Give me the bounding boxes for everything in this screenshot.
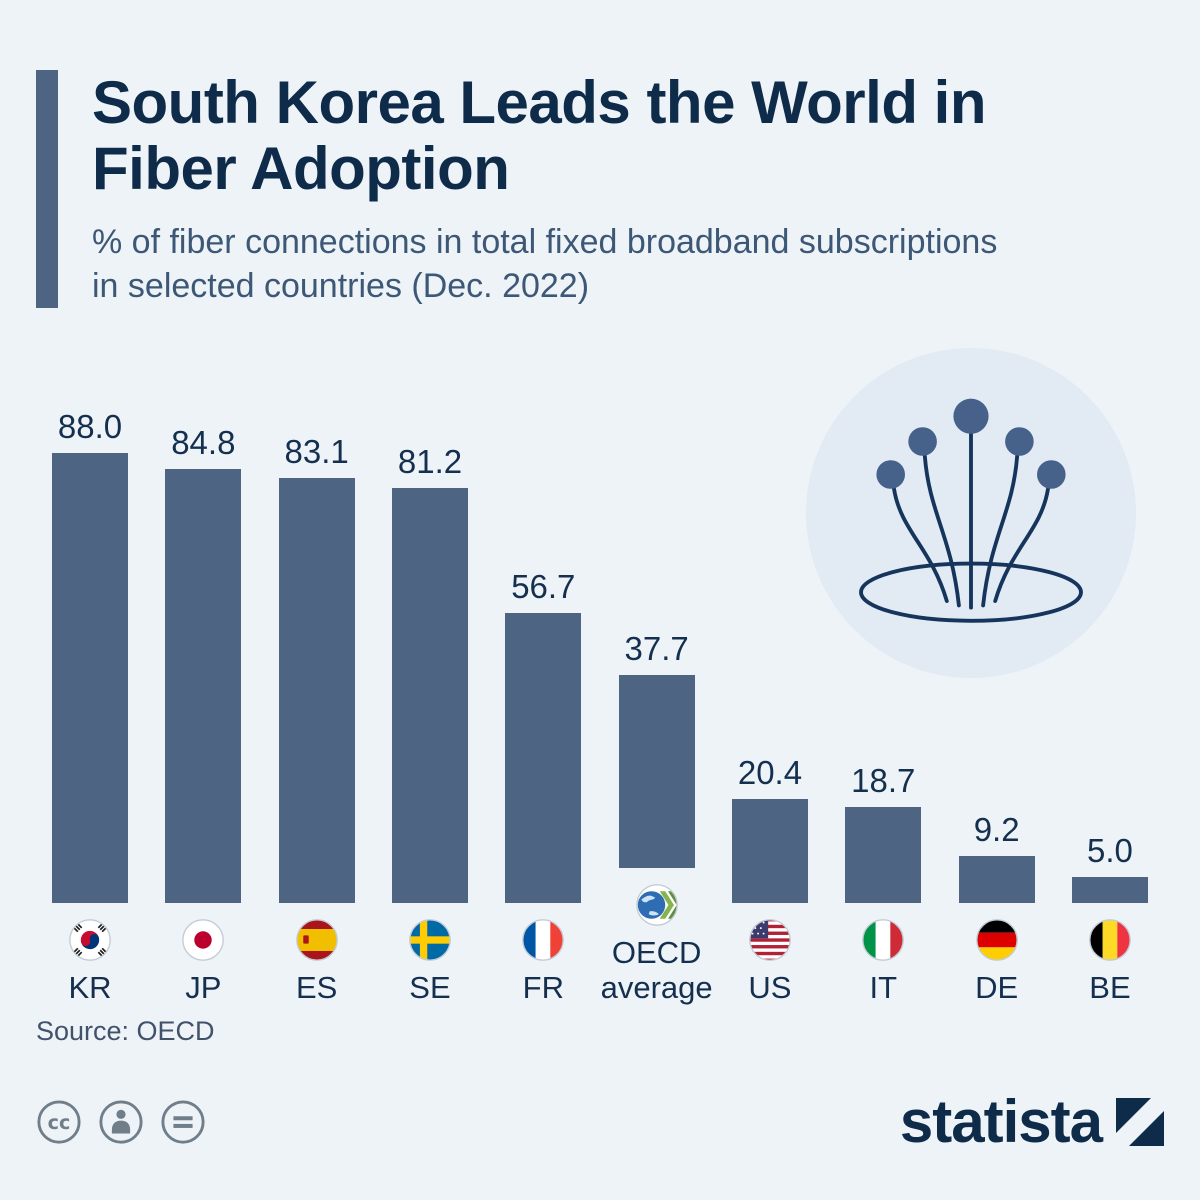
bar-column-it: 18.7 IT: [829, 391, 937, 1006]
bar-column-us: 20.4 US: [716, 391, 824, 1006]
bar-de: [958, 856, 1035, 904]
flag-es-icon: [295, 918, 339, 962]
bar-jp: [165, 469, 242, 904]
flag-se-icon: [408, 918, 452, 962]
flag-it-icon: [861, 918, 905, 962]
fiber-optic-icon: [806, 348, 1136, 679]
flag-oecd-icon: [635, 883, 679, 927]
bar-column-fr: 56.7 FR: [489, 391, 597, 1006]
license-icons: cc: [36, 1099, 206, 1145]
bar-value-label: 83.1: [284, 433, 349, 471]
bar-chart: 88.0 KR 84.8 JP 83.1: [36, 342, 1164, 1005]
statista-logo: statista: [900, 1087, 1164, 1156]
title-accent-bar: [36, 70, 58, 309]
fiber-optic-cables-icon: [859, 398, 1083, 624]
flag-jp-icon: [181, 918, 225, 962]
bar-column-kr: 88.0 KR: [36, 391, 144, 1006]
bar-fr: [505, 613, 582, 904]
svg-text:cc: cc: [48, 1111, 71, 1134]
bar-column-de: 9.2 DE: [943, 391, 1051, 1006]
flag-us-icon: [748, 918, 792, 962]
bar-category-label: BE: [1089, 970, 1131, 1006]
bar-zone: 88.0: [36, 391, 144, 904]
attribution-person-icon[interactable]: [98, 1099, 144, 1145]
bar-category-label: US: [748, 970, 792, 1006]
bar-column-jp: 84.8 JP: [149, 391, 257, 1006]
bar-value-label: 88.0: [57, 408, 123, 446]
bar-category-label: JP: [185, 970, 222, 1006]
flag-be-icon: [1088, 918, 1132, 962]
bar-column-be: 5.0 BE: [1056, 391, 1164, 1006]
flag-kr-icon: [68, 918, 112, 962]
bar-zone: 83.1: [263, 391, 371, 904]
bar-se: [391, 488, 468, 904]
bar-zone: 84.8: [149, 391, 257, 904]
flag-de-icon: [975, 918, 1019, 962]
flag-fr-icon: [521, 918, 565, 962]
bar-it: [845, 807, 922, 904]
bar-zone: 37.7: [603, 356, 711, 869]
bar-category-label: SE: [409, 970, 451, 1006]
header: South Korea Leads the World in Fiber Ado…: [36, 70, 1164, 309]
bar-category-label: ES: [295, 970, 338, 1006]
bars-container: 88.0 KR 84.8 JP 83.1: [36, 356, 1164, 1005]
bar-be: [1071, 877, 1148, 904]
bar-column-oecd: 37.7 OECD average: [600, 356, 713, 1006]
page-subtitle: % of fiber connections in total fixed br…: [92, 223, 998, 306]
bar-category-label: DE: [975, 970, 1019, 1006]
bar-column-se: 81.2 SE: [376, 391, 484, 1006]
bar-value-label: 56.7: [511, 568, 576, 606]
bar-category-label: FR: [522, 970, 564, 1006]
bar-column-es: 83.1 ES: [263, 391, 371, 1006]
bar-oecd: [618, 675, 695, 869]
footer: Source: OECD cc statista: [36, 1016, 1164, 1156]
bar-kr: [52, 453, 128, 904]
footer-row: cc statista: [36, 1087, 1164, 1156]
bar-es: [278, 478, 355, 904]
bar-zone: 9.2: [943, 391, 1051, 904]
bar-value-label: 9.2: [973, 811, 1020, 849]
header-text: South Korea Leads the World in Fiber Ado…: [92, 70, 1164, 308]
bar-value-label: 37.7: [624, 630, 689, 668]
bar-zone: 56.7: [489, 391, 597, 904]
no-derivatives-icon[interactable]: [160, 1099, 206, 1145]
bar-category-label: OECD average: [600, 935, 713, 1006]
bar-value-label: 81.2: [397, 443, 463, 481]
source-text: Source: OECD: [36, 1016, 215, 1046]
bar-category-label: KR: [68, 970, 112, 1006]
page-title: South Korea Leads the World in Fiber Ado…: [92, 69, 986, 202]
bar-value-label: 20.4: [737, 754, 803, 792]
bar-zone: 81.2: [376, 391, 484, 904]
bar-value-label: 5.0: [1087, 832, 1133, 870]
cc-icon[interactable]: cc: [36, 1099, 82, 1145]
bar-value-label: 18.7: [851, 762, 916, 800]
bar-zone: 20.4: [716, 391, 824, 904]
bar-value-label: 84.8: [171, 424, 236, 462]
bar-zone: 18.7: [829, 391, 937, 904]
bar-zone: 5.0: [1056, 391, 1164, 904]
statista-wordmark: statista: [899, 1088, 1103, 1155]
bar-category-label: IT: [869, 970, 898, 1006]
bar-us: [731, 799, 808, 904]
statista-logo-mark: [1116, 1097, 1164, 1146]
